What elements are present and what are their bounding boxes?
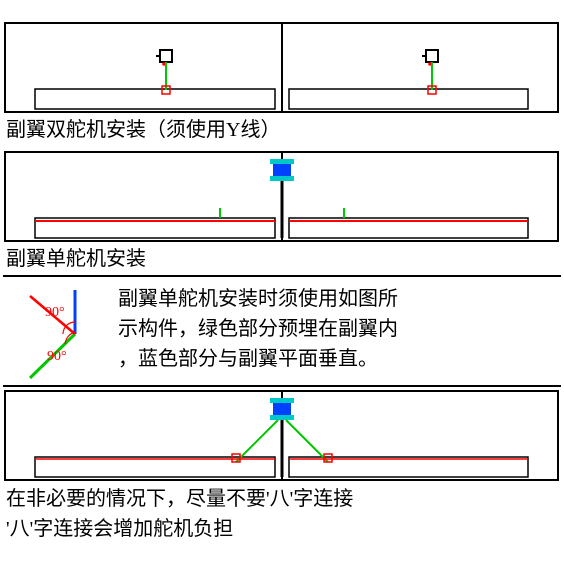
caption-B: 副翼单舵机安装: [6, 247, 146, 270]
panelA-right-aileron: [289, 89, 528, 109]
panelD-cyan-cap: [270, 398, 294, 403]
caption-D-line2: '八'字连接会增加舵机负担: [6, 517, 233, 540]
panelB-cyan-bar: [270, 176, 294, 181]
panelA-right-servo-body: [426, 50, 438, 62]
panelA-right-wing: [282, 23, 558, 112]
panelD-right-wing: [282, 391, 558, 480]
panelB-servo-body: [273, 164, 291, 176]
panelD-green-left: [236, 420, 278, 462]
panelB-cyan-cap: [270, 159, 294, 164]
angle-label-bottom: 90°: [47, 349, 67, 364]
panelD-left-wing: [5, 391, 282, 480]
para-c-line2: 示构件，绿色部分预埋在副翼内: [118, 317, 398, 340]
panelB-left-wing: [5, 152, 282, 241]
caption-D-line1: 在非必要的情况下，尽量不要'八'字连接: [6, 487, 353, 510]
caption-A: 副翼双舵机安装（须使用Y线）: [6, 118, 280, 141]
panelD-servo-body: [273, 403, 291, 415]
panelB-right-wing: [282, 152, 558, 241]
panelD-green-right: [286, 420, 328, 462]
angle-label-top: 90°: [45, 305, 65, 320]
para-c-line1: 副翼单舵机安装时须使用如图所: [118, 287, 398, 310]
para-c-line3: ，蓝色部分与副翼平面垂直。: [118, 347, 378, 370]
panelA-left-wing: [5, 23, 282, 112]
panelA-left-servo-body: [160, 50, 172, 62]
panelD-cyan-bar: [270, 415, 294, 420]
panelA-left-aileron: [35, 89, 275, 109]
